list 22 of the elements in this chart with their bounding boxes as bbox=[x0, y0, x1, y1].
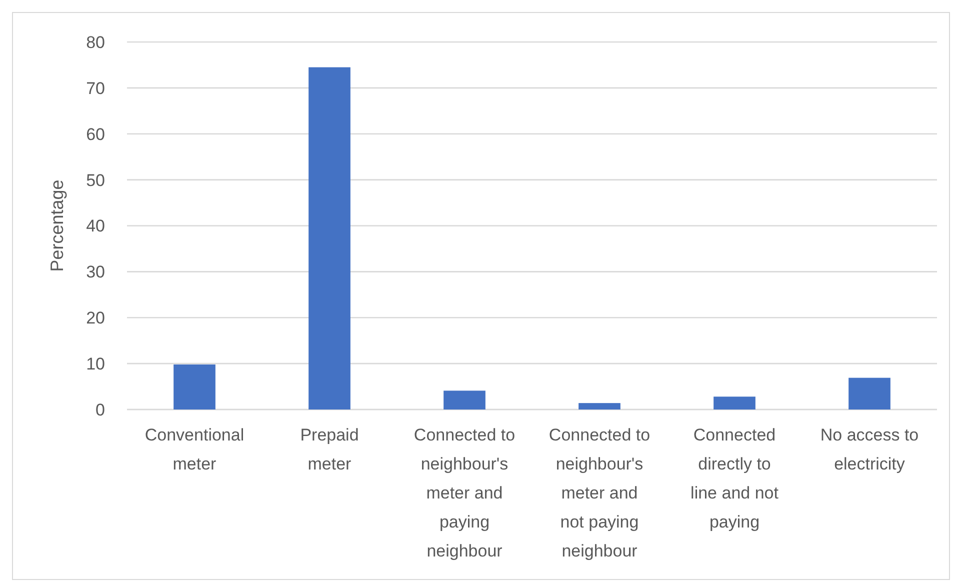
x-tick-label: Conventional meter bbox=[144, 426, 244, 474]
x-tick-label: No access to electricity bbox=[820, 426, 919, 474]
y-tick-label: 10 bbox=[86, 354, 105, 374]
y-tick-label: 80 bbox=[86, 32, 105, 52]
bar bbox=[444, 390, 486, 410]
bar bbox=[714, 396, 756, 410]
bar bbox=[848, 378, 890, 410]
bar bbox=[578, 403, 620, 410]
y-tick-label: 0 bbox=[96, 400, 105, 420]
y-tick-label: 60 bbox=[86, 124, 105, 144]
x-tick-label: Connected to neighbour's meter and paying neighbour bbox=[414, 426, 516, 560]
y-tick-label: 70 bbox=[86, 78, 105, 98]
y-tick-label: 20 bbox=[86, 308, 105, 328]
y-tick-label: 50 bbox=[86, 170, 105, 190]
y-tick-label: 40 bbox=[86, 216, 105, 236]
bar bbox=[308, 67, 350, 410]
y-axis-title: Percentage bbox=[47, 180, 67, 272]
bar bbox=[174, 364, 216, 410]
x-tick-label: Prepaid meter bbox=[300, 426, 359, 474]
x-tick-label: Connected directly to line and not paying bbox=[690, 426, 779, 532]
y-tick-label: 30 bbox=[86, 262, 105, 282]
x-tick-label: Connected to neighbour's meter and not paying neighbour bbox=[548, 426, 650, 560]
